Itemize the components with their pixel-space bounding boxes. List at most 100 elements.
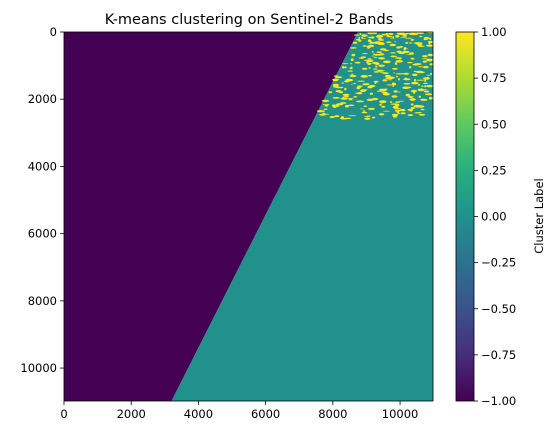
cluster-1-speckle [388, 76, 395, 79]
cluster-1-speckle [429, 97, 433, 100]
cluster-1-speckle [367, 39, 372, 43]
cluster-1-speckle [386, 41, 392, 43]
cluster-1-speckle [332, 79, 338, 82]
cluster-1-speckle [373, 53, 375, 56]
cluster-1-speckle [344, 87, 347, 91]
cluster-1-speckle [429, 63, 433, 66]
cluster-1-speckle [398, 77, 400, 81]
cluster-1-speckle [351, 84, 353, 85]
cluster-1-speckle [324, 113, 327, 116]
cluster-1-speckle [334, 104, 339, 108]
cluster-1-speckle [345, 78, 354, 82]
cluster-1-speckle [411, 81, 419, 85]
cluster-1-speckle [376, 51, 382, 53]
cluster-1-speckle [368, 67, 371, 69]
cluster-1-speckle [404, 77, 407, 81]
cluster-1-speckle [385, 32, 388, 36]
cluster-1-speckle [362, 53, 368, 55]
cluster-1-speckle [389, 43, 396, 47]
cluster-1-speckle [423, 82, 428, 84]
cluster-1-speckle [420, 98, 428, 101]
cluster-1-speckle [371, 59, 373, 61]
cluster-1-speckle [410, 103, 414, 106]
cluster-1-speckle [356, 85, 363, 87]
cluster-1-speckle [410, 89, 417, 93]
colorbar-label: Cluster Label [532, 178, 546, 254]
cluster-1-speckle [350, 73, 354, 75]
cluster-1-speckle [350, 66, 353, 68]
cluster-1-speckle [422, 55, 428, 58]
cluster-1-speckle [358, 36, 361, 40]
cluster-1-speckle [361, 36, 364, 39]
cluster-1-speckle [418, 113, 426, 116]
cluster-1-speckle [340, 102, 347, 104]
x-tick-label: 8000 [318, 407, 347, 421]
cluster-1-speckle [395, 35, 400, 38]
cluster-1-speckle [394, 41, 397, 43]
cluster-1-speckle [376, 34, 383, 37]
cluster-1-speckle [334, 115, 340, 118]
colorbar-tick-label: −0.75 [481, 348, 516, 362]
colorbar-tick-label: 0.50 [481, 117, 507, 131]
colorbar-tick-label: 0.75 [481, 71, 507, 85]
cluster-1-speckle [371, 50, 374, 53]
cluster-1-speckle [410, 39, 415, 41]
cluster-1-speckle [413, 63, 422, 66]
cluster-1-speckle [423, 65, 429, 69]
cluster-1-speckle [407, 95, 414, 98]
cluster-1-speckle [407, 108, 414, 111]
cluster-1-speckle [367, 58, 372, 60]
cluster-1-speckle [362, 110, 366, 112]
cluster-1-speckle [372, 68, 378, 70]
cluster-1-speckle [409, 98, 416, 101]
colorbar-tick-label: −0.50 [481, 302, 516, 316]
cluster-1-speckle [421, 85, 424, 87]
cluster-1-speckle [395, 101, 398, 103]
cluster-1-speckle [353, 42, 357, 44]
cluster-1-speckle [402, 35, 407, 37]
cluster-1-speckle [371, 97, 379, 101]
cluster-1-speckle [379, 72, 388, 74]
cluster-1-speckle [357, 80, 366, 82]
cluster-1-speckle [344, 117, 352, 119]
x-tick-label: 10000 [382, 407, 419, 421]
cluster-1-speckle [390, 55, 398, 58]
cluster-1-speckle [353, 96, 358, 98]
cluster-1-speckle [353, 34, 360, 36]
cluster-1-speckle [371, 55, 376, 57]
cluster-1-speckle [417, 84, 421, 86]
cluster-1-speckle [328, 91, 333, 94]
cluster-1-speckle [425, 93, 433, 96]
cluster-1-speckle [403, 48, 406, 51]
cluster-1-speckle [382, 105, 385, 108]
cluster-1-speckle [409, 52, 414, 55]
cluster-1-speckle [394, 91, 401, 93]
cluster-1-speckle [335, 90, 342, 93]
cluster-1-speckle [389, 37, 395, 39]
cluster-1-speckle [394, 109, 401, 112]
cluster-1-speckle [368, 74, 372, 77]
cluster-1-speckle [348, 104, 355, 107]
cluster-1-speckle [362, 45, 367, 47]
cluster-1-speckle [379, 37, 382, 40]
cluster-1-speckle [403, 83, 411, 85]
y-tick-label: 6000 [28, 227, 57, 241]
cluster-1-speckle [402, 50, 410, 54]
cluster-1-speckle [361, 34, 366, 37]
x-tick-label: 2000 [117, 407, 146, 421]
cluster-1-speckle [367, 85, 373, 89]
cluster-1-speckle [427, 53, 433, 57]
cluster-1-speckle [418, 95, 421, 99]
chart-title: K-means clustering on Sentinel-2 Bands [105, 12, 394, 28]
cluster-1-speckle [367, 36, 371, 38]
cluster-1-speckle [384, 88, 388, 91]
cluster-1-speckle [360, 56, 366, 59]
cluster-1-speckle [393, 72, 396, 74]
cluster-1-speckle [361, 38, 366, 39]
cluster-1-speckle [426, 74, 431, 76]
cluster-1-speckles [316, 32, 433, 120]
cluster-1-speckle [322, 112, 325, 116]
cluster-1-speckle [399, 108, 406, 112]
cluster-1-speckle [381, 33, 387, 36]
cluster-1-speckle [326, 113, 330, 115]
